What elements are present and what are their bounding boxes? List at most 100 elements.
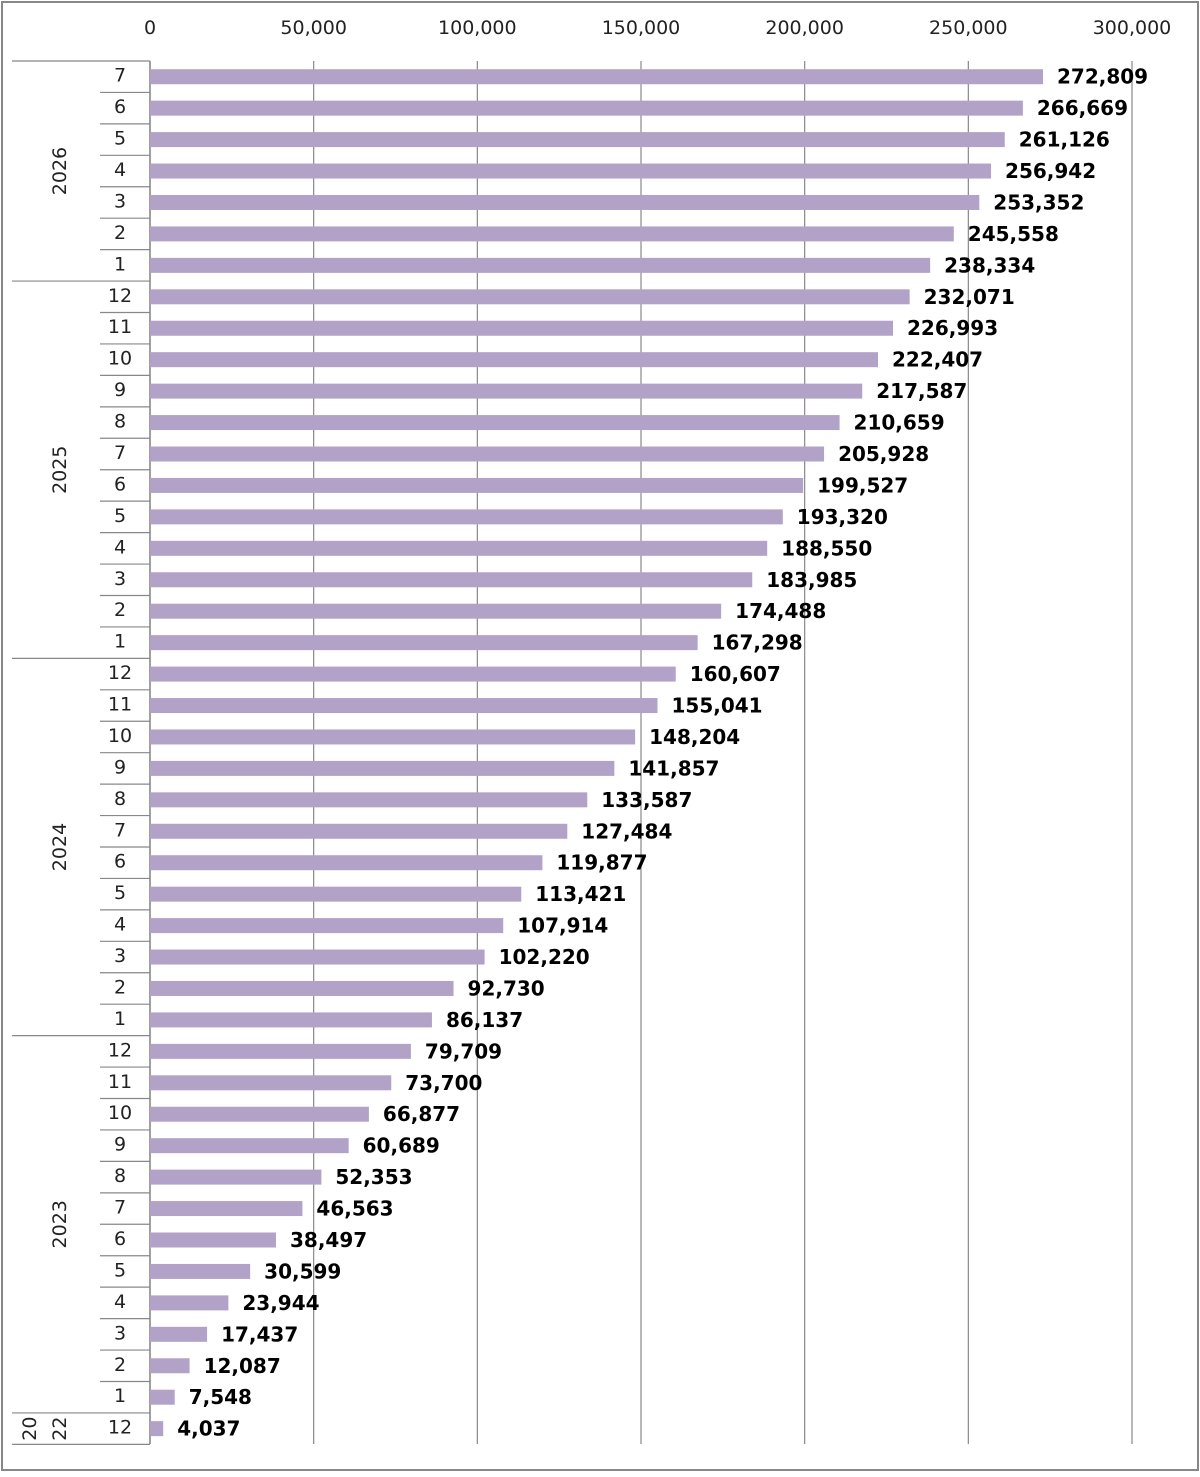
x-tick-label: 200,000 [765,17,844,39]
month-label: 9 [114,756,126,778]
data-label: 272,809 [1057,65,1148,89]
data-label: 266,669 [1037,96,1128,120]
data-label: 23,944 [242,1291,319,1315]
bar [150,635,698,651]
bar [150,1232,277,1248]
month-label: 3 [114,1322,126,1344]
month-label: 3 [114,568,126,590]
year-label: 2023 [49,1200,71,1248]
x-tick-label: 0 [144,17,156,39]
data-label: 46,563 [316,1197,393,1221]
month-label: 12 [108,1417,132,1439]
data-label: 92,730 [468,976,545,1000]
month-label: 3 [114,190,126,212]
data-labels: 272,809 266,669 261,126 256,942 253,352 245,5… [177,65,1148,1441]
bar [150,1263,251,1279]
data-label: 226,993 [907,316,998,340]
month-label: 9 [114,1134,126,1156]
bars [150,69,1043,1437]
data-label: 183,985 [766,568,857,592]
bar [150,446,825,462]
month-label: 6 [114,1228,126,1250]
data-label: 253,352 [993,190,1084,214]
data-label: 7,548 [189,1385,252,1409]
data-label: 66,877 [383,1102,460,1126]
data-label: 133,587 [601,788,692,812]
month-label: 2 [114,1354,126,1376]
data-label: 119,877 [556,851,647,875]
bar [150,1075,392,1091]
data-label: 217,587 [876,379,967,403]
bar [150,760,615,776]
data-label: 4,037 [177,1417,240,1441]
month-label: 9 [114,379,126,401]
bar [150,1421,164,1437]
bar [150,1043,411,1059]
data-label: 148,204 [649,725,740,749]
bar [150,729,636,745]
month-label: 1 [114,253,126,275]
month-label: 8 [114,411,126,433]
bar [150,509,783,525]
month-label: 12 [108,662,132,684]
data-label: 17,437 [221,1322,298,1346]
bar [150,949,485,965]
bar [150,477,804,493]
month-label: 10 [108,1102,132,1124]
data-label: 222,407 [892,348,983,372]
month-label: 5 [114,505,126,527]
data-label: 52,353 [335,1165,412,1189]
data-label: 12,087 [204,1354,281,1378]
bar [150,792,588,808]
bar [150,132,1005,148]
year-label: 2026 [49,147,71,195]
month-label: 1 [114,1385,126,1407]
data-label: 199,527 [817,473,908,497]
month-label: 8 [114,788,126,810]
value-axis-ticks: 0 50,000 100,000 150,000 200,000 250,000 300,0… [144,17,1171,39]
bar [150,1358,190,1374]
month-label: 6 [114,473,126,495]
bar [150,855,543,871]
bar [150,226,954,242]
month-label: 11 [108,316,132,338]
data-label: 113,421 [535,882,626,906]
bar [150,352,879,368]
bar [150,289,910,305]
year-label: 2024 [49,823,71,871]
data-label: 238,334 [944,253,1035,277]
month-label: 10 [108,725,132,747]
month-label: 10 [108,348,132,370]
bar [150,69,1043,85]
data-label: 30,599 [264,1259,341,1283]
bar [150,980,454,996]
month-label: 6 [114,851,126,873]
bar [150,257,931,273]
month-label: 7 [114,65,126,87]
month-label: 1 [114,631,126,653]
data-label: 167,298 [712,631,803,655]
data-label: 245,558 [968,222,1059,246]
data-label: 188,550 [781,536,872,560]
data-label: 73,700 [405,1071,482,1095]
x-tick-label: 150,000 [602,17,681,39]
year-label: 2025 [49,446,71,494]
data-label: 60,689 [363,1134,440,1158]
bar [150,1201,303,1217]
bar [150,1106,369,1122]
month-label: 1 [114,1008,126,1030]
x-tick-label: 250,000 [929,17,1008,39]
month-label: 2 [114,222,126,244]
month-label: 2 [114,976,126,998]
month-label: 8 [114,1165,126,1187]
bar [150,194,980,210]
data-label: 193,320 [797,505,888,529]
x-tick-label: 50,000 [280,17,346,39]
x-tick-label: 100,000 [438,17,517,39]
data-label: 155,041 [672,694,763,718]
bar [150,383,863,399]
data-label: 261,126 [1019,128,1110,152]
bar [150,823,568,839]
